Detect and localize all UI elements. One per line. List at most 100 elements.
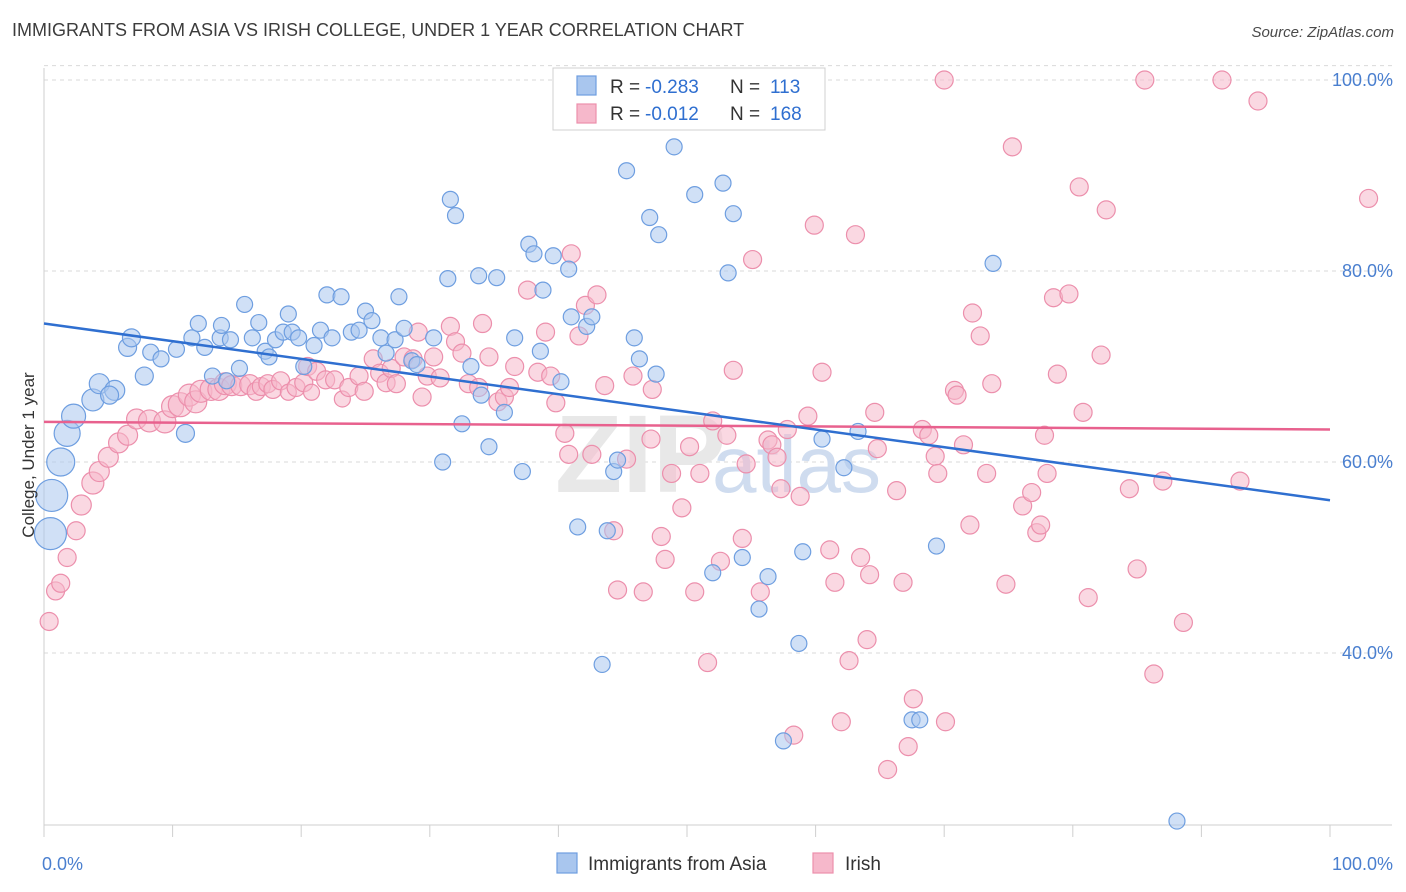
asia-point-89 [714, 174, 732, 192]
x-tick-label-min: 0.0% [42, 854, 83, 874]
irish-point-76 [587, 285, 607, 305]
irish-point-59 [472, 313, 493, 334]
irish-point-90 [685, 582, 705, 602]
irish-point-113 [831, 712, 851, 732]
irish-point-137 [977, 463, 997, 484]
irish-point-121 [878, 759, 898, 780]
asia-point-60 [472, 386, 490, 404]
asia-point-77 [598, 522, 616, 540]
asia-point-26 [243, 329, 261, 347]
irish-point-4 [66, 521, 86, 541]
irish-point-155 [1127, 559, 1147, 579]
asia-point-45 [372, 329, 390, 347]
legend-n-value-asia: 113 [770, 77, 800, 98]
irish-trend-line [43, 420, 1331, 431]
irish-point-162 [1248, 91, 1268, 111]
irish-point-107 [790, 486, 810, 506]
irish-point-138 [982, 374, 1002, 394]
asia-point-85 [650, 226, 668, 244]
asia-point-2 [46, 447, 76, 477]
irish-point-141 [1013, 496, 1033, 516]
irish-point-158 [1153, 471, 1173, 491]
asia-point-74 [569, 518, 587, 536]
asia-point-39 [323, 329, 341, 347]
asia-point-97 [794, 543, 812, 561]
legend-swatch-asia [576, 75, 597, 96]
y-tick-label-60: 60.0% [1342, 452, 1393, 472]
asia-point-96 [790, 634, 808, 653]
irish-point-163 [934, 70, 954, 90]
irish-point-134 [960, 515, 980, 535]
irish-point-92 [697, 652, 718, 673]
irish-point-165 [1358, 188, 1379, 209]
irish-point-70 [555, 423, 575, 443]
irish-point-3 [57, 547, 77, 568]
asia-point-44 [363, 312, 381, 330]
asia-point-99 [835, 459, 853, 477]
irish-point-41 [354, 381, 374, 401]
irish-point-86 [655, 549, 675, 570]
irish-point-34 [302, 383, 321, 401]
irish-point-154 [1119, 479, 1139, 499]
y-axis-label: College, Under 1 year [19, 372, 38, 538]
asia-point-63 [495, 403, 513, 421]
irish-point-5 [70, 494, 92, 516]
irish-point-104 [771, 479, 791, 499]
asia-point-4 [60, 403, 87, 429]
irish-point-81 [623, 366, 643, 386]
asia-point-83 [641, 208, 659, 227]
asia-point-11 [134, 366, 154, 386]
irish-point-103 [767, 447, 787, 467]
watermark-zip: ZIP [555, 393, 726, 516]
y-tick-label-40: 40.0% [1342, 643, 1393, 663]
irish-point-77 [595, 376, 615, 396]
asia-point-1 [35, 478, 69, 513]
asia-point-49 [395, 319, 413, 337]
asia-point-46 [377, 344, 395, 362]
irish-point-150 [1073, 402, 1093, 422]
irish-point-60 [479, 347, 499, 367]
asia-point-106 [1168, 812, 1186, 830]
asia-point-103 [927, 537, 946, 555]
irish-point-105 [777, 419, 797, 440]
legend-r-label-asia: R = [610, 77, 640, 98]
legend-swatch-irish [576, 103, 597, 124]
irish-point-129 [928, 463, 948, 484]
chart-source: Source: ZipAtlas.com [1251, 24, 1394, 41]
asia-point-58 [470, 267, 488, 285]
irish-point-67 [535, 322, 556, 342]
irish-point-79 [607, 580, 628, 600]
asia-point-92 [733, 548, 751, 567]
irish-point-148 [1059, 284, 1079, 304]
asia-point-62 [488, 269, 506, 287]
asia-point-0 [33, 517, 68, 551]
asia-point-42 [350, 321, 368, 339]
irish-point-72 [561, 244, 581, 264]
bottom-legend-swatch-irish [812, 852, 834, 874]
irish-point-71 [559, 444, 579, 464]
irish-point-144 [1031, 515, 1051, 535]
asia-point-61 [480, 438, 498, 456]
asia-point-48 [390, 288, 408, 306]
asia-point-51 [408, 355, 426, 374]
irish-point-120 [860, 565, 880, 585]
asia-point-67 [525, 245, 543, 263]
axis-x [43, 824, 1392, 837]
asia-point-65 [513, 462, 531, 481]
irish-point-46 [386, 374, 406, 394]
irish-point-122 [887, 481, 907, 501]
asia-point-13 [152, 350, 170, 368]
irish-point-56 [452, 343, 472, 363]
asia-point-24 [230, 359, 249, 378]
irish-point-87 [661, 463, 682, 484]
legend-frame [552, 67, 826, 131]
asia-point-17 [189, 314, 207, 333]
irish-point-97 [732, 528, 752, 549]
asia-point-55 [446, 207, 465, 225]
irish-point-114 [839, 651, 859, 671]
irish-point-50 [412, 387, 432, 407]
asia-point-90 [719, 264, 737, 282]
asia-point-22 [218, 372, 236, 390]
irish-point-82 [633, 582, 653, 602]
asia-point-32 [279, 305, 297, 323]
